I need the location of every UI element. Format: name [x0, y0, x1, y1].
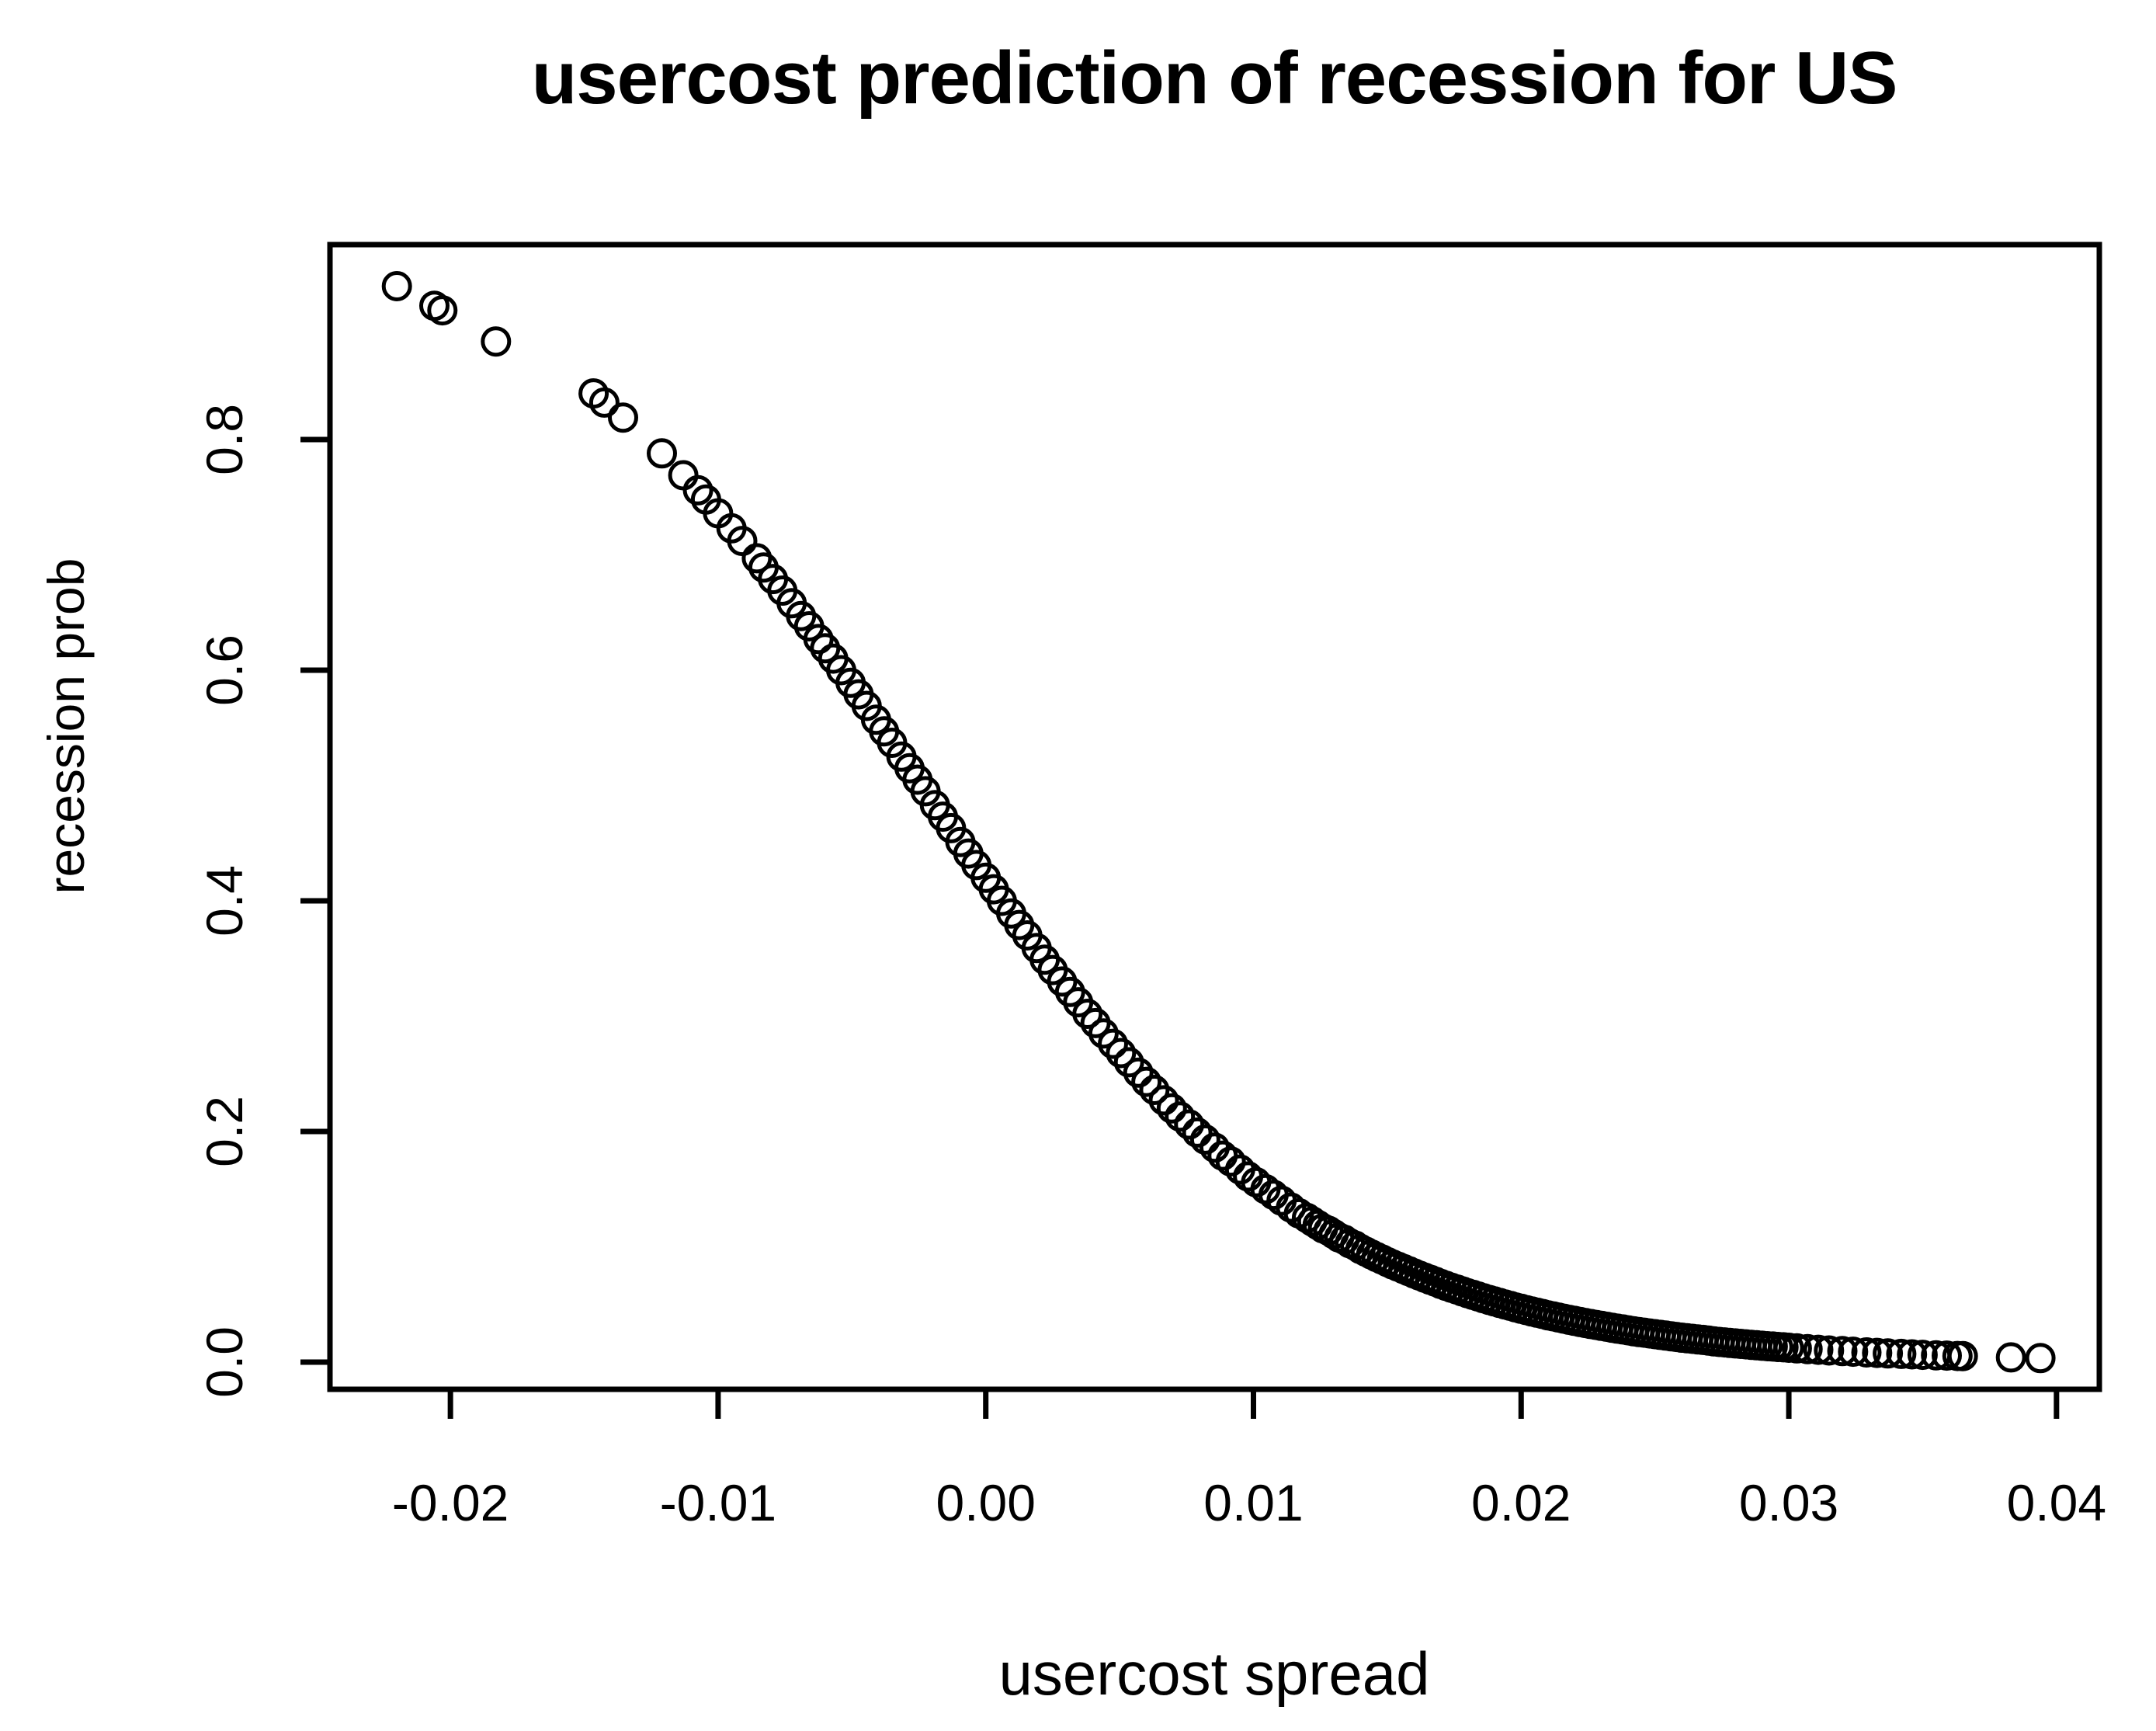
data-point	[588, 387, 620, 418]
data-point	[1189, 1124, 1220, 1155]
data-point	[803, 624, 834, 655]
data-point	[1907, 1340, 1938, 1371]
data-point	[1814, 1335, 1845, 1366]
data-point	[1131, 1066, 1162, 1097]
data-point	[1862, 1337, 1893, 1368]
data-point	[1827, 1336, 1858, 1367]
data-point	[1947, 1340, 1978, 1371]
data-point	[1088, 1018, 1119, 1049]
data-point	[608, 402, 638, 433]
data-point	[1932, 1340, 1962, 1371]
y-tick-label: 0.2	[196, 1096, 253, 1167]
data-point	[1165, 1101, 1196, 1132]
y-tick-label: 0.8	[196, 404, 253, 475]
data-point	[1215, 1146, 1246, 1177]
x-axis-ticks: -0.02 -0.01 0.00 0.01 0.02 0.03 0.04	[392, 1389, 2106, 1531]
data-point	[1113, 1047, 1144, 1078]
data-point	[1851, 1337, 1882, 1368]
x-tick-label: 0.01	[1203, 1474, 1303, 1531]
data-point	[1123, 1057, 1154, 1088]
y-tick-label: 0.0	[196, 1326, 253, 1398]
x-tick-label: -0.01	[660, 1474, 776, 1531]
data-point	[647, 438, 677, 469]
data-point	[727, 526, 758, 557]
y-axis-ticks: 0.0 0.2 0.4 0.6 0.8	[196, 404, 330, 1398]
data-point	[427, 295, 458, 326]
data-points	[381, 271, 2056, 1374]
data-point	[1803, 1334, 1834, 1365]
x-tick-label: 0.02	[1471, 1474, 1571, 1531]
data-point	[1174, 1109, 1205, 1140]
x-tick-label: 0.03	[1739, 1474, 1838, 1531]
data-point	[682, 474, 713, 506]
data-point	[1182, 1117, 1213, 1148]
data-point	[2025, 1343, 2056, 1374]
y-tick-label: 0.6	[196, 634, 253, 706]
x-axis-title: usercost spread	[999, 1639, 1430, 1708]
data-point	[1873, 1338, 1904, 1369]
data-point	[1792, 1333, 1823, 1364]
data-point	[381, 271, 412, 301]
y-tick-label: 0.4	[196, 865, 253, 937]
y-axis-title: recession prob	[37, 558, 95, 895]
data-point	[1886, 1338, 1917, 1369]
x-tick-label: 0.04	[2007, 1474, 2106, 1531]
plot-box	[327, 242, 2102, 1392]
data-point	[1106, 1038, 1137, 1069]
data-point	[1781, 1333, 1812, 1364]
data-point	[1098, 1028, 1128, 1059]
data-point	[1072, 999, 1103, 1029]
data-point	[1148, 1085, 1179, 1116]
data-point	[1897, 1339, 1928, 1370]
chart-title: usercost prediction of recession for US	[532, 36, 1897, 120]
data-point	[1276, 1192, 1307, 1223]
data-point	[1838, 1336, 1869, 1368]
data-point	[668, 460, 699, 491]
data-point	[1995, 1342, 2026, 1373]
data-point	[1139, 1075, 1170, 1105]
data-point	[481, 326, 512, 357]
data-point	[1156, 1093, 1187, 1124]
x-tick-label: 0.00	[936, 1474, 1035, 1531]
x-tick-label: -0.02	[392, 1474, 509, 1531]
